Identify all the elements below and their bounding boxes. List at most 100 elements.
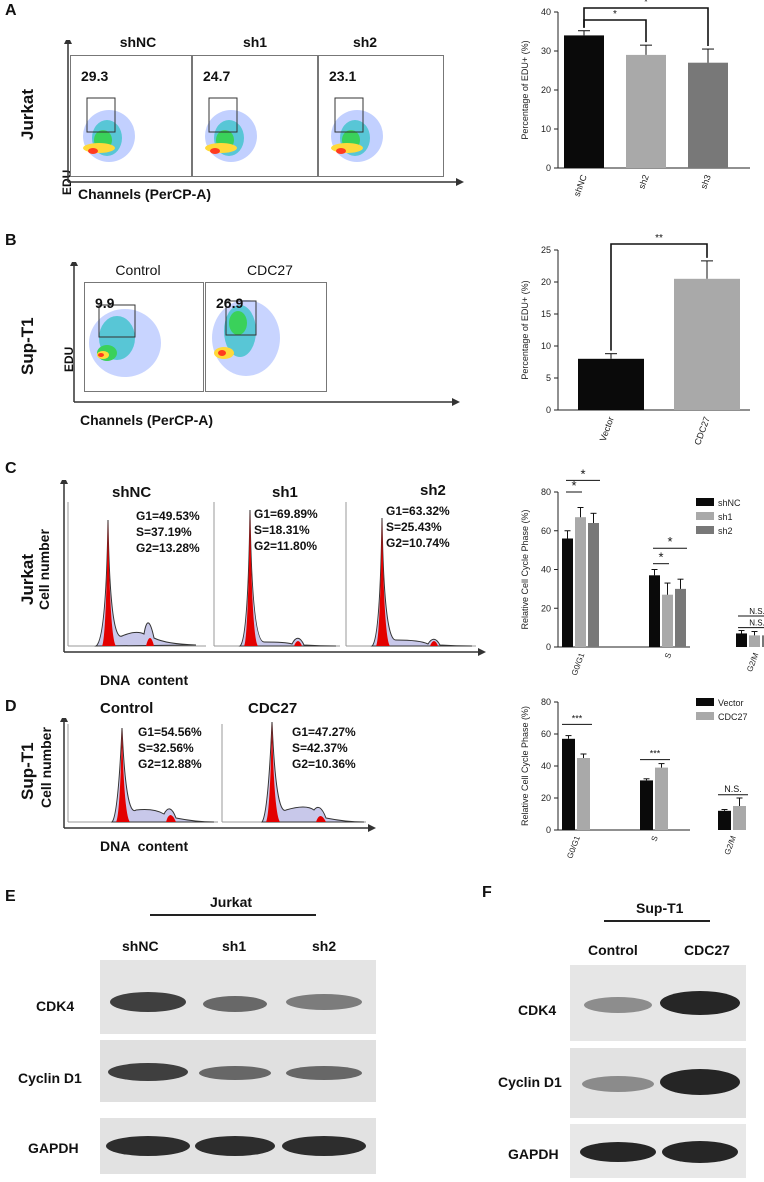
significance-label: * xyxy=(644,0,648,8)
flow-plot-sh1: 24.7 xyxy=(192,55,318,177)
bar-cdc27 xyxy=(655,767,668,830)
y-tick-label: 25 xyxy=(541,245,551,255)
y-tick-label: 0 xyxy=(546,405,551,415)
stats-sh1: G1=69.89% S=18.31% G2=11.80% xyxy=(254,506,318,554)
group-bar-f xyxy=(604,920,710,922)
group-label-jurkat: Jurkat xyxy=(210,894,253,910)
bar-sh1 xyxy=(575,517,586,647)
x-axis-label-a: Channels (PerCP-A) xyxy=(78,186,212,202)
y-tick-label: 60 xyxy=(541,729,551,739)
flow-plot-sh2: 23.1 xyxy=(318,55,444,177)
bar-sh2 xyxy=(762,635,764,647)
bar-sh2 xyxy=(626,54,666,168)
bar-chart-d: 0 20 40 60 80 Relative Cell Cycle Phase (%) G0… xyxy=(520,697,748,860)
col-sh2-c: sh2 xyxy=(420,482,446,499)
group-label-supt1: Sup-T1 xyxy=(636,900,684,916)
col-control-d: Control xyxy=(100,700,154,717)
bar-sh1 xyxy=(662,594,673,647)
bar-vector xyxy=(578,358,644,410)
y-tick-label: 20 xyxy=(541,277,551,287)
blot-cdk4-e xyxy=(100,960,376,1034)
protein-gapdh-f: GAPDH xyxy=(508,1146,559,1162)
legend-swatch xyxy=(696,712,714,720)
g1-value: G1=63.32% xyxy=(386,504,450,518)
s-value: S=18.31% xyxy=(254,523,310,537)
x-tick-label: G0/G1 xyxy=(570,651,587,677)
s-value: S=37.19% xyxy=(136,525,192,539)
lane-sh1: sh1 xyxy=(222,938,247,954)
protein-cdk4-f: CDK4 xyxy=(518,1002,557,1018)
bar-sh2 xyxy=(588,523,599,647)
flow-scatter xyxy=(331,97,383,162)
flow-scatter xyxy=(205,97,257,162)
y-tick-label: 10 xyxy=(541,341,551,351)
significance-label: * xyxy=(613,9,617,20)
significance-label: N.S. xyxy=(749,619,764,628)
histograms-d xyxy=(60,718,376,832)
y-tick-label: 80 xyxy=(541,697,551,707)
flow-axes-b xyxy=(70,262,460,406)
gate-value: 23.1 xyxy=(329,68,357,84)
significance-label: N.S. xyxy=(724,784,742,794)
panel-letter-a: A xyxy=(5,2,17,19)
y-tick-label: 60 xyxy=(541,526,551,536)
x-tick-label: sh2 xyxy=(637,173,651,190)
blot-cyclind1-f xyxy=(570,1048,746,1118)
y-tick-label: 40 xyxy=(541,565,551,575)
bar-shnc xyxy=(736,633,747,647)
stats-shnc: G1=49.53% S=37.19% G2=13.28% xyxy=(136,508,200,556)
protein-cyclind1-f: Cyclin D1 xyxy=(498,1074,562,1090)
protein-cdk4-e: CDK4 xyxy=(36,998,75,1014)
gate-value: 9.9 xyxy=(95,295,115,311)
col-control-b: Control xyxy=(115,262,161,278)
x-tick-label: S xyxy=(663,652,673,660)
flow-plot-shnc: 29.3 xyxy=(70,55,192,177)
col-sh2-a: sh2 xyxy=(352,34,378,50)
panel-letter-b: B xyxy=(5,232,17,249)
stats-sh2: G1=63.32% S=25.43% G2=10.74% xyxy=(386,503,450,551)
y-axis-title: Relative Cell Cycle Phase (%) xyxy=(520,509,530,629)
flow-scatter xyxy=(89,304,161,377)
bar-chart-c: 0 20 40 60 80 Relative Cell Cycle Phase (%) G0… xyxy=(520,466,764,677)
gate-value: 26.9 xyxy=(216,295,244,311)
y-tick-label: 0 xyxy=(546,163,551,173)
y-tick-label: 20 xyxy=(541,603,551,613)
col-shnc-a: shNC xyxy=(119,34,157,50)
significance-bracket xyxy=(583,7,709,47)
x-tick-label: Vector xyxy=(598,415,616,442)
y-tick-label: 10 xyxy=(541,124,551,134)
legend-swatch xyxy=(696,698,714,706)
significance-bracket xyxy=(610,243,708,351)
significance-label: N.S. xyxy=(749,607,764,616)
flow-plot-control: 9.9 xyxy=(84,282,204,392)
bar-vector xyxy=(718,810,731,830)
histograms-c xyxy=(60,480,486,656)
y-tick-label: 40 xyxy=(541,761,551,771)
legend-label: sh1 xyxy=(718,512,733,522)
gate-value: 24.7 xyxy=(203,68,231,84)
col-cdc27-d: CDC27 xyxy=(248,700,298,717)
y-tick-label: 20 xyxy=(541,85,551,95)
y-tick-label: 5 xyxy=(546,373,551,383)
bar-chart-b: 0 5 10 15 20 25 Percentage of EDU+ (%) Vector CD… xyxy=(520,233,750,446)
significance-label: * xyxy=(667,534,672,549)
s-value: S=42.37% xyxy=(292,741,348,755)
g1-value: G1=47.27% xyxy=(292,725,356,739)
g2-value: G2=10.36% xyxy=(292,757,356,771)
y-tick-label: 0 xyxy=(546,825,551,835)
g2-value: G2=13.28% xyxy=(136,541,200,555)
row-label-jurkat-c: Jurkat xyxy=(18,553,37,605)
flow-scatter xyxy=(212,300,280,376)
histogram-sh2 xyxy=(345,502,476,647)
lane-control-f: Control xyxy=(588,942,638,958)
row-label-jurkat-a: Jurkat xyxy=(18,88,37,140)
x-tick-label: G2/M xyxy=(745,651,760,673)
x-tick-label: S xyxy=(650,835,660,843)
protein-gapdh-e: GAPDH xyxy=(28,1140,79,1156)
bar-chart-a: 0 10 20 30 40 Percentage of EDU+ (%) shNC sh2 sh… xyxy=(520,0,750,198)
significance-label: * xyxy=(658,550,663,565)
col-sh1-a: sh1 xyxy=(242,34,268,50)
flow-plot-cdc27: 26.9 xyxy=(205,282,327,392)
significance-label: *** xyxy=(650,749,661,759)
s-value: S=32.56% xyxy=(138,741,194,755)
